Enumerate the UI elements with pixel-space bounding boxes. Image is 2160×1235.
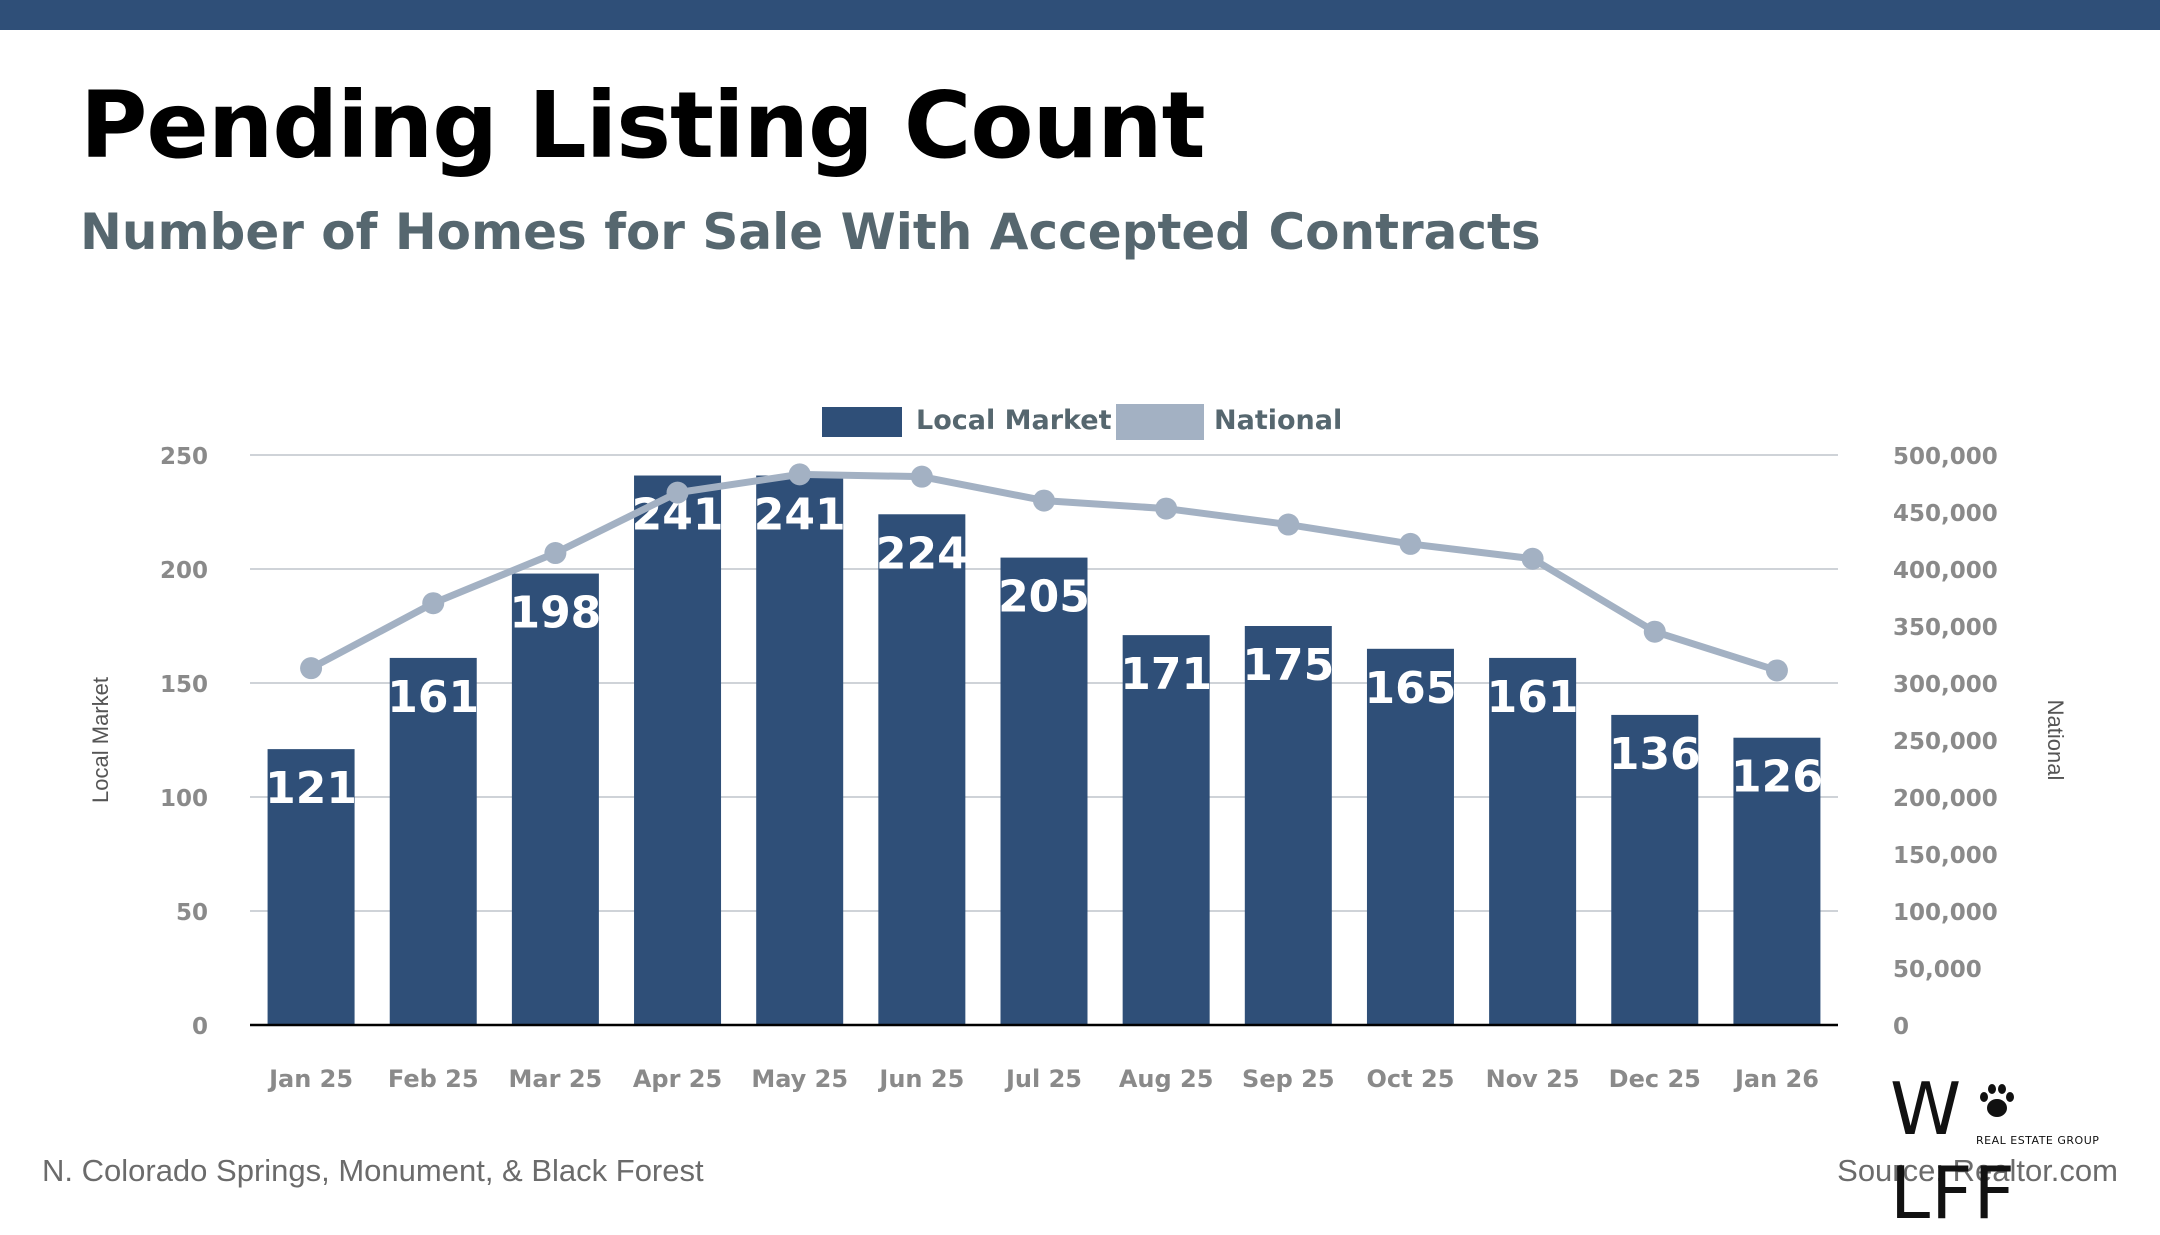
y2-tick-label: 450,000 [1893, 501, 1998, 527]
bar-local-market [756, 475, 844, 1025]
y2-tick-label: 500,000 [1893, 444, 1998, 470]
point-national [1643, 620, 1666, 643]
y-tick-label: 250 [160, 444, 208, 470]
y2-tick-label: 300,000 [1893, 672, 1998, 698]
bar-value-label: 165 [1365, 663, 1457, 714]
legend-swatch-national [1116, 404, 1204, 440]
bar-value-label: 136 [1609, 729, 1701, 780]
bar-value-label: 126 [1731, 752, 1823, 803]
y-tick-label: 50 [176, 900, 208, 926]
bar-value-label: 161 [387, 672, 479, 723]
y2-tick-label: 200,000 [1893, 786, 1998, 812]
logo-tagline: REAL ESTATE GROUP [1976, 1134, 2100, 1147]
y2-tick-label: 0 [1893, 1014, 1909, 1040]
point-national [1155, 497, 1178, 520]
bar-local-market [1611, 714, 1699, 1025]
point-national [1033, 489, 1055, 512]
x-tick-label: May 25 [751, 1065, 848, 1093]
x-tick-label: Mar 25 [509, 1065, 603, 1093]
bar-value-label: 171 [1120, 649, 1212, 700]
bar-local-market [389, 657, 477, 1025]
point-national [422, 592, 445, 615]
x-tick-label: Aug 25 [1119, 1065, 1214, 1093]
bar-local-market [1366, 648, 1454, 1025]
bar-value-label: 205 [998, 572, 1090, 623]
y-tick-label: 0 [192, 1014, 208, 1040]
bar-value-label: 241 [754, 490, 846, 541]
bar-value-label: 224 [876, 528, 968, 579]
bar-local-market [1733, 737, 1821, 1025]
point-national [1399, 532, 1422, 555]
paw-print-icon [1980, 1084, 2014, 1117]
x-tick-label: Jul 25 [1004, 1065, 1082, 1093]
x-tick-label: Oct 25 [1367, 1065, 1455, 1093]
x-tick-label: Jan 25 [267, 1065, 353, 1093]
y-tick-label: 150 [160, 672, 208, 698]
footer-region: N. Colorado Springs, Monument, & Black F… [42, 1153, 704, 1188]
y2-tick-label: 100,000 [1893, 900, 1998, 926]
point-national [666, 481, 689, 504]
x-tick-label: Apr 25 [633, 1065, 722, 1093]
point-national [544, 542, 567, 565]
point-national [1521, 547, 1544, 570]
x-tick-label: Jan 26 [1733, 1065, 1819, 1093]
x-tick-label: Feb 25 [388, 1065, 479, 1093]
bar-local-market [1122, 635, 1210, 1025]
page-subtitle: Number of Homes for Sale With Accepted C… [80, 203, 1541, 261]
point-national [910, 465, 933, 488]
bar-local-market [1000, 557, 1088, 1025]
bar-value-label: 198 [509, 588, 601, 639]
y2-tick-label: 50,000 [1893, 957, 1982, 983]
bar-local-market [267, 749, 355, 1025]
y-axis-title: Local Market [88, 677, 113, 803]
y2-tick-label: 250,000 [1893, 729, 1998, 755]
point-national [1277, 513, 1300, 536]
bar-local-market [634, 475, 722, 1025]
x-tick-label: Nov 25 [1486, 1065, 1580, 1093]
y2-axis-title: National [2043, 700, 2068, 781]
bar-value-label: 121 [265, 763, 357, 814]
y-tick-label: 200 [160, 558, 208, 584]
bar-local-market [1244, 626, 1332, 1025]
bar-value-label: 175 [1242, 640, 1334, 691]
y2-tick-label: 150,000 [1893, 843, 1998, 869]
bar-value-label: 161 [1487, 672, 1579, 723]
wolff-logo: W LFF REAL ESTATE GROUP [1890, 1067, 2102, 1235]
legend-swatch-local-market [822, 407, 902, 437]
y2-tick-label: 400,000 [1893, 558, 1998, 584]
legend-label-local-market: Local Market [916, 405, 1112, 436]
y-tick-label: 100 [160, 786, 208, 812]
bar-local-market [878, 514, 966, 1025]
x-tick-label: Jun 25 [877, 1065, 964, 1093]
x-tick-label: Dec 25 [1609, 1065, 1701, 1093]
footer-source: Source: Realtor.com [1837, 1153, 2118, 1188]
point-national [1765, 659, 1788, 682]
y2-tick-label: 350,000 [1893, 615, 1998, 641]
bar-local-market [1489, 657, 1577, 1025]
point-national [788, 463, 811, 486]
top-accent-bar [0, 0, 2160, 30]
page-title: Pending Listing Count [80, 72, 1206, 179]
x-tick-label: Sep 25 [1242, 1065, 1335, 1093]
point-national [300, 657, 323, 680]
bar-local-market [511, 573, 599, 1025]
legend-label-national: National [1214, 405, 1342, 436]
